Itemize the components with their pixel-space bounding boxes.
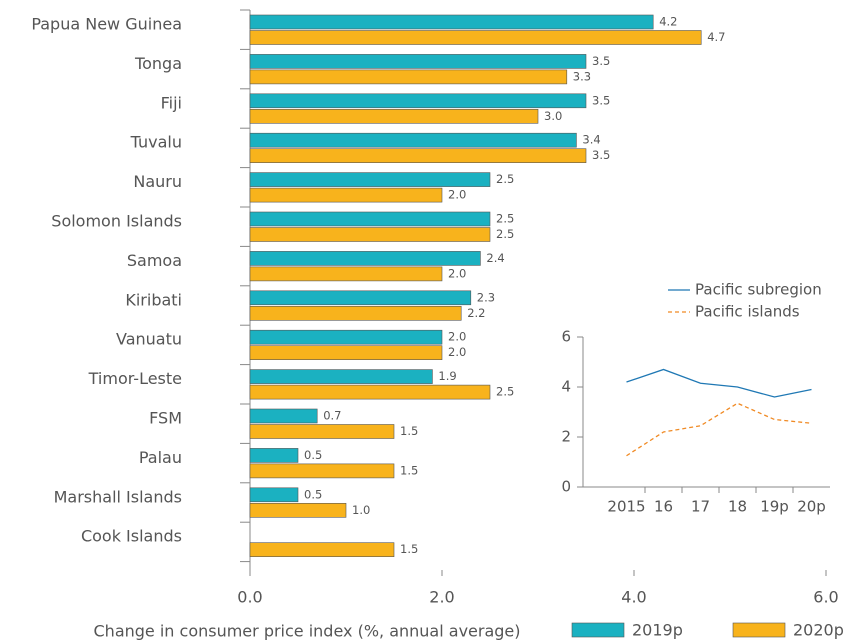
x-tick-label: 18 [728, 498, 747, 516]
x-tick-label: 2015 [607, 498, 645, 516]
x-tick-label: 16 [654, 498, 673, 516]
x-tick-label: 19p [760, 498, 789, 516]
category-label: FSM [149, 409, 182, 428]
value-label: 3.5 [592, 54, 610, 68]
legend-label: 2020p [793, 621, 844, 640]
x-tick-label: 17 [691, 498, 710, 516]
value-label: 4.7 [707, 30, 725, 44]
value-label: 1.0 [352, 503, 370, 517]
value-label: 2.5 [496, 385, 514, 399]
category-label: Vanuatu [116, 330, 182, 349]
value-label: 1.9 [438, 369, 456, 383]
legend-label: Pacific subregion [695, 281, 822, 299]
bar [249, 369, 433, 384]
category-label: Timor-Leste [88, 369, 182, 388]
value-label: 0.5 [304, 448, 322, 462]
x-tick-label: 20p [797, 498, 826, 516]
value-label: 2.5 [496, 212, 514, 226]
value-label: 4.2 [659, 15, 677, 29]
bar [249, 408, 318, 424]
category-label: Cook Islands [81, 527, 182, 546]
category-label: Fiji [161, 93, 182, 112]
value-label: 2.0 [448, 330, 466, 344]
bar [249, 487, 299, 503]
bar [249, 211, 491, 227]
category-label: Kiribati [125, 290, 182, 309]
category-label: Papua New Guinea [31, 15, 182, 34]
bar [249, 424, 395, 439]
y-tick-label: 2 [561, 428, 571, 446]
value-label: 3.0 [544, 109, 562, 123]
bar [249, 463, 395, 479]
x-tick-label: 4.0 [621, 588, 646, 607]
category-label: Palau [139, 448, 182, 467]
value-label: 2.2 [467, 306, 485, 320]
bar [249, 266, 443, 282]
value-label: 2.5 [496, 172, 514, 186]
value-label: 2.0 [448, 188, 466, 202]
bar [249, 30, 702, 45]
x-tick-label: 0.0 [237, 588, 262, 607]
value-label: 2.0 [448, 345, 466, 359]
bar [249, 109, 539, 124]
value-label: 3.3 [573, 69, 591, 83]
bar [249, 502, 347, 518]
bar [249, 305, 462, 321]
bar [249, 187, 443, 203]
y-tick-label: 0 [561, 478, 571, 496]
bar [249, 132, 577, 148]
legend-label: 2019p [632, 621, 683, 640]
value-label: 1.5 [400, 542, 418, 556]
value-label: 3.5 [592, 93, 610, 107]
bar [249, 448, 299, 463]
x-tick-label: 2.0 [429, 588, 454, 607]
y-tick-label: 6 [561, 328, 571, 346]
bar [249, 345, 443, 361]
bar [249, 329, 443, 345]
x-tick-label: 6.0 [813, 588, 838, 607]
line [626, 368, 812, 398]
value-label: 0.5 [304, 487, 322, 501]
legend-swatch [571, 622, 625, 638]
x-axis-label: Change in consumer price index (%, annua… [94, 622, 521, 641]
category-label: Marshall Islands [54, 487, 182, 506]
bar [249, 542, 395, 558]
category-label: Samoa [127, 251, 182, 270]
bar [249, 14, 654, 30]
value-label: 1.5 [400, 463, 418, 477]
bar [249, 93, 587, 109]
category-label: Solomon Islands [51, 212, 182, 231]
value-label: 2.3 [477, 290, 495, 304]
y-tick-label: 4 [561, 378, 571, 396]
bar [249, 54, 587, 69]
line [626, 402, 812, 457]
category-label: Tuvalu [130, 133, 182, 152]
legend-swatch [732, 622, 786, 638]
bar [249, 148, 587, 163]
legend-label: Pacific islands [695, 303, 800, 321]
bar [249, 290, 472, 306]
value-label: 3.4 [582, 133, 600, 147]
category-label: Tonga [134, 54, 182, 73]
value-label: 2.4 [486, 251, 504, 265]
value-label: 3.5 [592, 148, 610, 162]
value-label: 1.5 [400, 424, 418, 438]
category-label: Nauru [133, 172, 182, 191]
value-label: 2.5 [496, 227, 514, 241]
value-label: 0.7 [323, 409, 341, 423]
bar [249, 227, 491, 242]
bar [249, 69, 568, 85]
bar [249, 172, 491, 187]
bar [249, 251, 481, 266]
bar [249, 384, 491, 400]
value-label: 2.0 [448, 266, 466, 280]
